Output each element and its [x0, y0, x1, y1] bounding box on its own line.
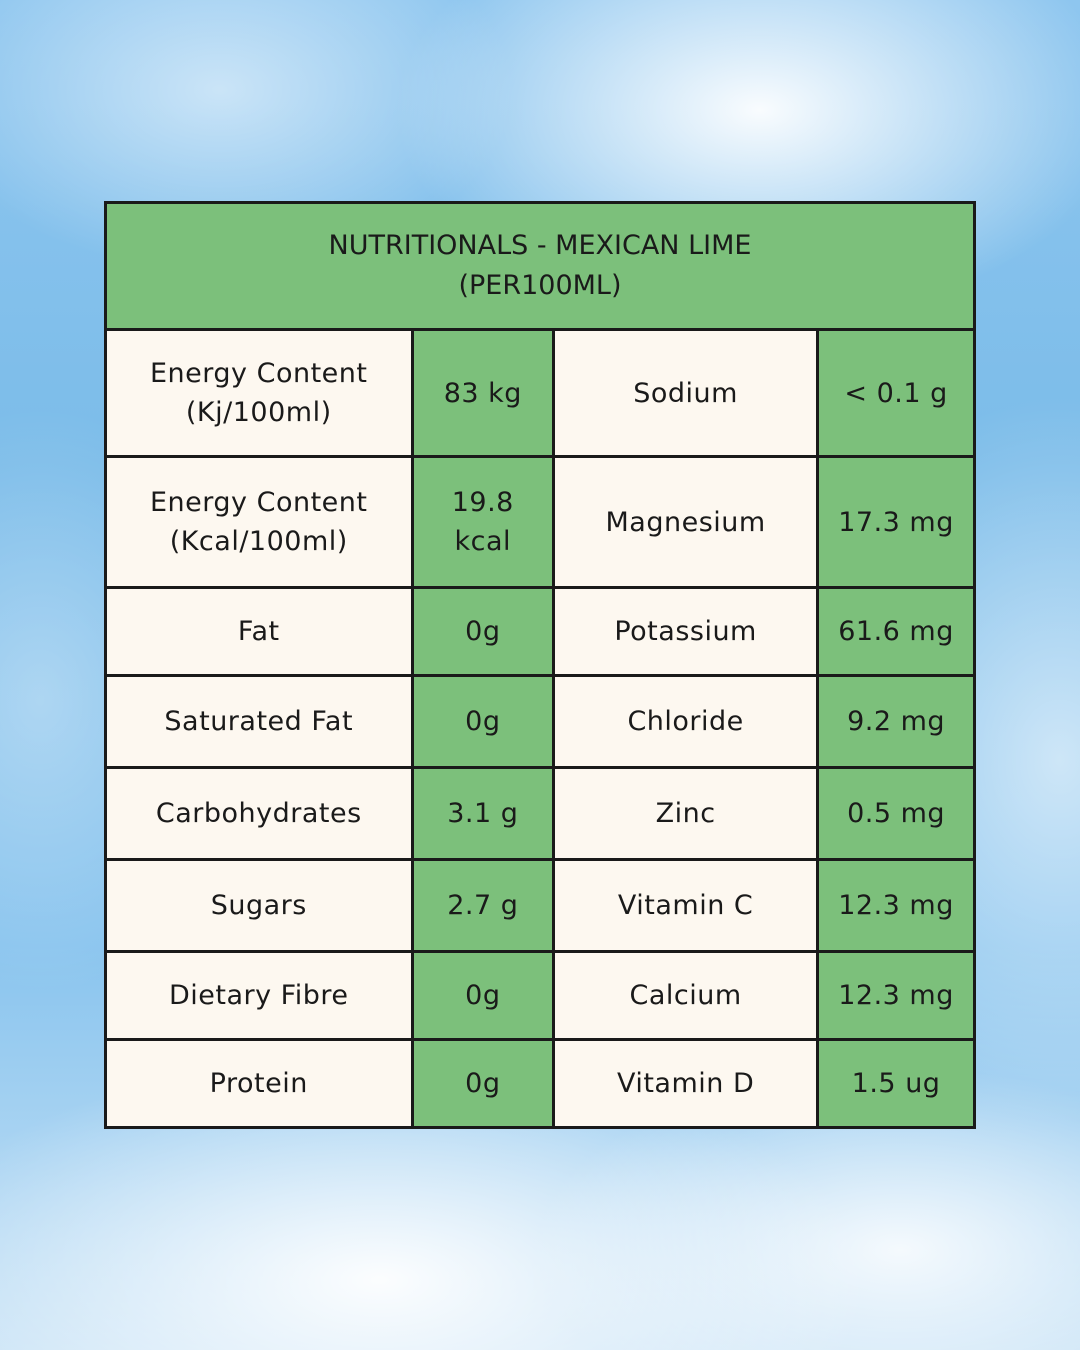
nutrient-label-sodium: Sodium — [552, 328, 820, 458]
table-row: Protein 0g Vitamin D 1.5 ug — [104, 1038, 976, 1129]
label-line: Dietary Fibre — [168, 980, 349, 1011]
label-line: Sodium — [633, 377, 738, 409]
value-line: 19.8 — [451, 487, 514, 518]
label-line: Zinc — [655, 798, 716, 829]
label-line: Vitamin C — [617, 890, 754, 921]
nutrient-label-carbohydrates: Carbohydrates — [104, 766, 414, 861]
value-line: 0g — [465, 616, 501, 647]
nutrient-label-vitamin-c: Vitamin C — [552, 858, 820, 953]
nutrient-value-dietary-fibre: 0g — [410, 950, 556, 1041]
value-line: 0.5 mg — [847, 798, 946, 829]
nutrient-value-vitamin-c: 12.3 mg — [816, 858, 976, 953]
label-line: (Kcal/100ml) — [169, 526, 348, 557]
table-row: Energy Content (Kj/100ml) 83 kg Sodium <… — [104, 328, 976, 458]
nutrient-label-protein: Protein — [104, 1038, 414, 1129]
nutrient-label-energy-kcal: Energy Content (Kcal/100ml) — [104, 455, 414, 589]
label-line: Vitamin D — [616, 1068, 755, 1099]
value-line: 2.7 g — [447, 890, 519, 921]
table-row: Sugars 2.7 g Vitamin C 12.3 mg — [104, 858, 976, 953]
nutrient-label-energy-kj: Energy Content (Kj/100ml) — [104, 328, 414, 458]
table-row: Dietary Fibre 0g Calcium 12.3 mg — [104, 950, 976, 1041]
value-line: 12.3 mg — [838, 890, 954, 921]
title-line-2: (PER100ML) — [458, 270, 622, 301]
nutrient-label-potassium: Potassium — [552, 586, 820, 677]
label-line: Sugars — [210, 890, 307, 921]
nutrient-value-calcium: 12.3 mg — [816, 950, 976, 1041]
label-line: Energy Content — [150, 487, 368, 518]
value-line: 17.3 mg — [838, 506, 954, 538]
value-line: 12.3 mg — [838, 980, 954, 1011]
nutrient-label-fat: Fat — [104, 586, 414, 677]
nutrient-value-sugars: 2.7 g — [410, 858, 556, 953]
table-title: NUTRITIONALS - MEXICAN LIME (PER100ML) — [104, 201, 976, 331]
label-line: Energy Content — [150, 358, 368, 389]
nutrient-value-magnesium: 17.3 mg — [816, 455, 976, 589]
table-row: Saturated Fat 0g Chloride 9.2 mg — [104, 674, 976, 769]
nutrient-label-zinc: Zinc — [552, 766, 820, 861]
value-line: 61.6 mg — [838, 616, 954, 647]
value-line: kcal — [454, 526, 512, 557]
value-line: 3.1 g — [447, 798, 519, 829]
nutrient-label-saturated-fat: Saturated Fat — [104, 674, 414, 769]
label-line: Chloride — [627, 706, 744, 737]
nutrient-value-energy-kcal: 19.8 kcal — [410, 455, 556, 589]
nutrient-value-protein: 0g — [410, 1038, 556, 1129]
label-line: Magnesium — [605, 506, 766, 538]
nutrient-value-vitamin-d: 1.5 ug — [816, 1038, 976, 1129]
table-row: Energy Content (Kcal/100ml) 19.8 kcal Ma… — [104, 455, 976, 589]
title-line-1: NUTRITIONALS - MEXICAN LIME — [328, 230, 752, 261]
nutrient-value-fat: 0g — [410, 586, 556, 677]
label-line: Fat — [237, 616, 280, 647]
label-line: Protein — [209, 1068, 308, 1099]
nutrient-label-dietary-fibre: Dietary Fibre — [104, 950, 414, 1041]
value-line: 0g — [465, 980, 501, 1011]
nutrient-label-magnesium: Magnesium — [552, 455, 820, 589]
nutrient-label-calcium: Calcium — [552, 950, 820, 1041]
nutrient-value-carbohydrates: 3.1 g — [410, 766, 556, 861]
nutrient-label-chloride: Chloride — [552, 674, 820, 769]
nutrient-value-zinc: 0.5 mg — [816, 766, 976, 861]
table-row: Carbohydrates 3.1 g Zinc 0.5 mg — [104, 766, 976, 861]
nutrient-value-energy-kj: 83 kg — [410, 328, 556, 458]
value-line: 9.2 mg — [847, 706, 946, 737]
label-line: (Kj/100ml) — [185, 397, 332, 428]
value-line: 1.5 ug — [851, 1068, 941, 1099]
nutrition-table: NUTRITIONALS - MEXICAN LIME (PER100ML) E… — [104, 201, 976, 1129]
value-line: 83 kg — [443, 377, 522, 409]
value-line: 0g — [465, 1068, 501, 1099]
label-line: Potassium — [614, 616, 757, 647]
nutrient-value-chloride: 9.2 mg — [816, 674, 976, 769]
label-line: Carbohydrates — [155, 798, 362, 829]
label-line: Saturated Fat — [164, 706, 354, 737]
value-line: < 0.1 g — [844, 377, 948, 409]
nutrient-label-vitamin-d: Vitamin D — [552, 1038, 820, 1129]
nutrient-value-sodium: < 0.1 g — [816, 328, 976, 458]
label-line: Calcium — [629, 980, 742, 1011]
nutrient-value-saturated-fat: 0g — [410, 674, 556, 769]
value-line: 0g — [465, 706, 501, 737]
nutrient-label-sugars: Sugars — [104, 858, 414, 953]
table-row: Fat 0g Potassium 61.6 mg — [104, 586, 976, 677]
nutrient-value-potassium: 61.6 mg — [816, 586, 976, 677]
